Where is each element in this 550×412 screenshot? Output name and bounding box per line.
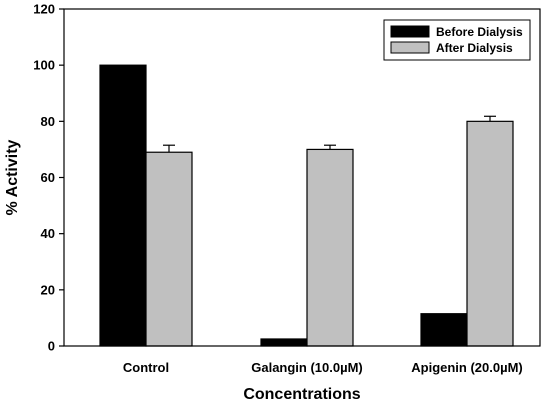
bar-before-dialysis-apigenin-20-0-m [420, 313, 468, 347]
legend-swatch-before-dialysis [390, 25, 430, 38]
bar-before-dialysis-control [99, 64, 147, 347]
legend-label-before-dialysis: Before Dialysis [436, 25, 523, 39]
y-axis-title: % Activity [4, 139, 21, 215]
legend-swatch-after-dialysis [390, 41, 430, 54]
legend-label-after-dialysis: After Dialysis [436, 41, 513, 55]
y-tick-label: 40 [41, 226, 55, 241]
bars [99, 64, 514, 347]
legend: Before Dialysis After Dialysis [383, 19, 531, 61]
x-axis-title: Concentrations [243, 386, 360, 403]
error-bars [163, 115, 496, 153]
y-tick-label: 0 [48, 339, 55, 354]
x-category-label: Apigenin (20.0µM) [411, 360, 523, 375]
x-category-label: Control [123, 360, 169, 375]
y-tick-label: 100 [33, 58, 55, 73]
bar-after-dialysis-apigenin-20-0-m [466, 120, 514, 347]
x-category-label: Galangin (10.0µM) [251, 360, 363, 375]
y-tick-label: 80 [41, 114, 55, 129]
y-axis-ticks: 0 20 40 60 80 100 120 [33, 2, 64, 354]
bar-after-dialysis-galangin-10-0-m [306, 148, 354, 347]
x-axis-category-labels: Control Galangin (10.0µM) Apigenin (20.0µM… [123, 360, 523, 375]
y-tick-label: 120 [33, 2, 55, 17]
bar-before-dialysis-galangin-10-0-m [260, 338, 308, 347]
bar-after-dialysis-control [145, 151, 193, 347]
plot-frame [63, 8, 541, 347]
y-tick-label: 20 [41, 282, 55, 297]
y-tick-label: 60 [41, 170, 55, 185]
